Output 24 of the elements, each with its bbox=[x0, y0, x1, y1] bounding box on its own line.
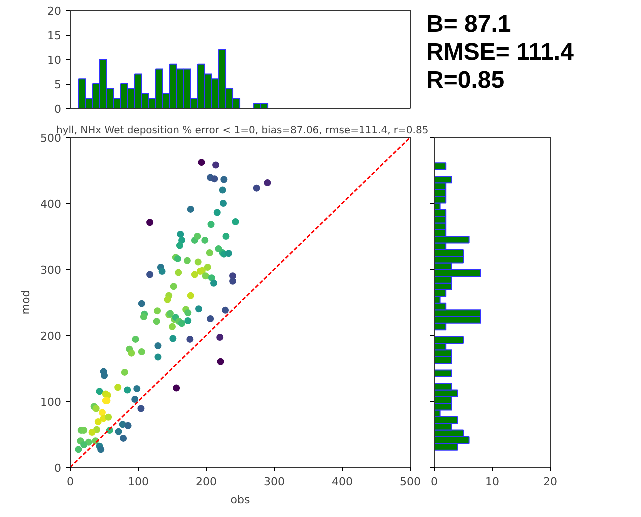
y-tick-label: 300 bbox=[40, 264, 62, 277]
y-tick-label: 15 bbox=[48, 30, 62, 42]
x-tick-label: 20 bbox=[544, 476, 558, 488]
text: R=0.85 bbox=[426, 66, 505, 94]
y-tick-label: 0 bbox=[54, 103, 62, 116]
y-tick-label: 5 bbox=[54, 78, 62, 92]
x-tick-label: 0 bbox=[67, 476, 74, 488]
x-tick-label: 300 bbox=[264, 476, 285, 488]
x-tick-label: 10 bbox=[486, 476, 500, 488]
x-tick-label: 0 bbox=[431, 476, 438, 488]
text: B= 87.1 bbox=[426, 10, 512, 38]
y-tick-label: 0 bbox=[54, 462, 62, 475]
y-tick-label: 10 bbox=[48, 54, 62, 67]
y-tick-label: 400 bbox=[40, 198, 62, 211]
x-axis-title: obs bbox=[230, 494, 250, 506]
y-axis-title: mod bbox=[20, 290, 33, 315]
x-tick-label: 200 bbox=[196, 476, 217, 488]
y-tick-label: 100 bbox=[40, 396, 62, 409]
x-tick-label: 100 bbox=[128, 476, 149, 488]
text: RMSE= 111.4 bbox=[426, 38, 575, 66]
y-tick-label: 20 bbox=[48, 5, 62, 18]
x-tick-label: 400 bbox=[332, 476, 353, 488]
x-tick-label: 500 bbox=[400, 476, 421, 488]
y-tick-label: 200 bbox=[40, 330, 62, 343]
